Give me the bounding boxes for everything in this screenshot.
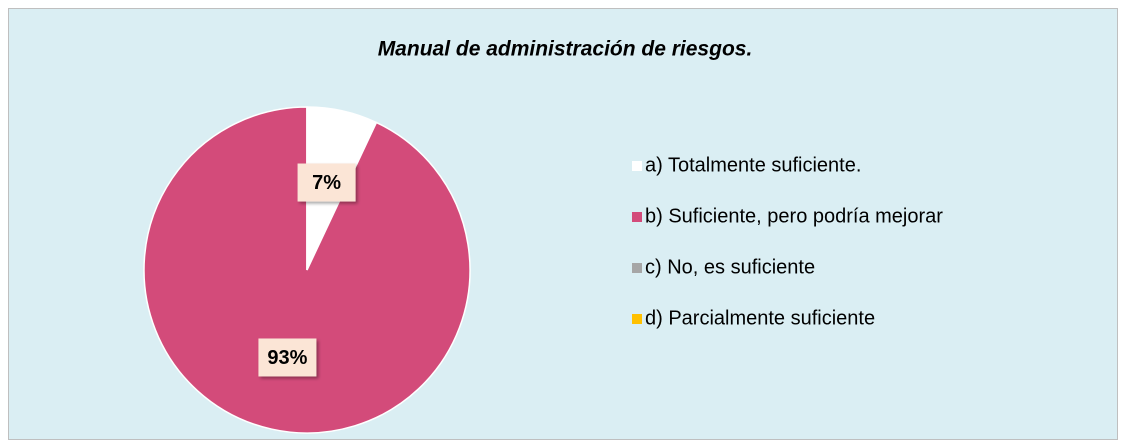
legend-swatch: [632, 314, 642, 324]
legend-label: c) No, es suficiente: [645, 256, 815, 278]
data-label: 93%: [267, 347, 307, 369]
legend-swatch: [632, 263, 642, 273]
legend-swatch: [632, 161, 642, 171]
legend-label: a) Totalmente suficiente.: [645, 154, 861, 176]
data-label-box: [297, 163, 356, 202]
data-label: 7%: [312, 172, 341, 194]
legend-label: d) Parcialmente suficiente: [645, 307, 875, 329]
data-label-box: [258, 338, 317, 377]
chart-title: Manual de administración de riesgos.: [378, 38, 753, 61]
legend-swatch: [632, 212, 642, 222]
legend-label: b) Suficiente, pero podría mejorar: [645, 205, 943, 227]
